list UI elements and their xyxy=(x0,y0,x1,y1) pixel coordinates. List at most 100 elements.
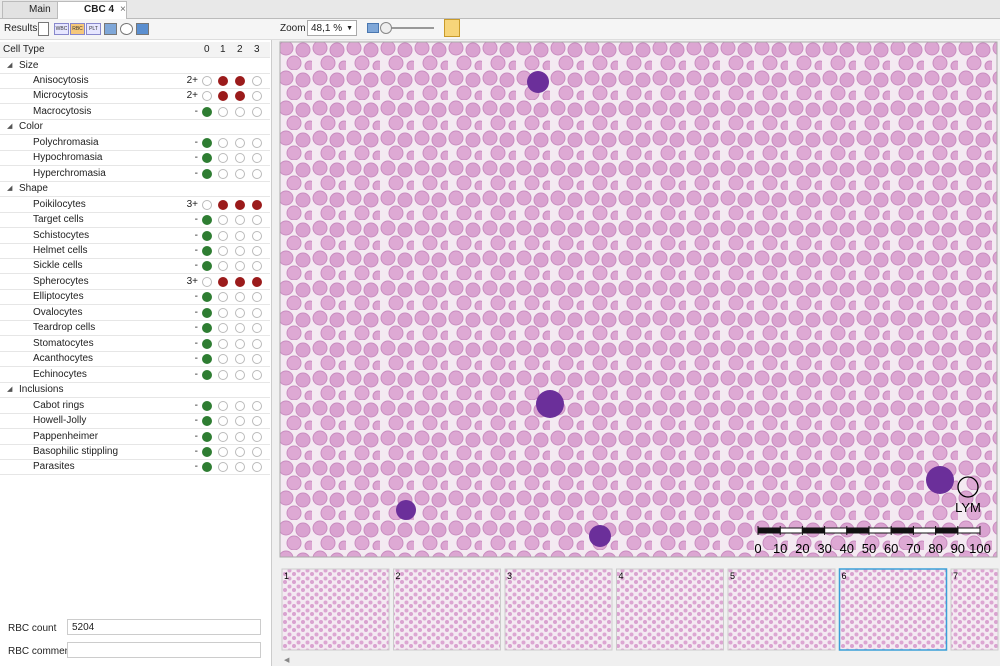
grade-dot[interactable] xyxy=(218,447,228,457)
thumbnail[interactable] xyxy=(616,568,724,651)
grade-dot[interactable] xyxy=(235,137,245,148)
cell-type-row[interactable]: Parasites - xyxy=(0,459,270,476)
grade-dot[interactable] xyxy=(252,323,262,334)
grade-dot[interactable] xyxy=(235,338,245,349)
cell-type-row[interactable]: Spherocytes 3+ xyxy=(0,274,270,290)
grade-dot[interactable] xyxy=(202,168,212,179)
zoom-icon[interactable] xyxy=(367,23,379,33)
grade-dot[interactable] xyxy=(252,153,262,164)
grade-dot[interactable] xyxy=(235,292,245,303)
microscope-image[interactable] xyxy=(279,41,998,558)
cell-type-row[interactable]: Anisocytosis 2+ xyxy=(0,73,270,89)
grade-dot[interactable] xyxy=(218,106,228,117)
grade-dot[interactable] xyxy=(218,153,228,164)
grade-dot[interactable] xyxy=(252,215,262,226)
grade-dot[interactable] xyxy=(235,369,245,380)
cell-type-row[interactable]: Ovalocytes - xyxy=(0,305,270,321)
group-row[interactable]: ◢ Color xyxy=(0,119,270,136)
grade-dot[interactable] xyxy=(252,400,262,411)
grade-dot[interactable] xyxy=(218,91,228,102)
grade-dot[interactable] xyxy=(218,354,228,365)
thumbnail[interactable] xyxy=(281,568,390,651)
grade-dot[interactable] xyxy=(218,338,228,349)
grade-dot[interactable] xyxy=(235,153,245,164)
grade-dot[interactable] xyxy=(252,292,262,303)
grade-dot[interactable] xyxy=(202,400,212,411)
grade-dot[interactable] xyxy=(252,431,262,442)
group-row[interactable]: ◢ Shape xyxy=(0,181,270,198)
grade-dot[interactable] xyxy=(252,106,262,117)
grade-dot[interactable] xyxy=(252,416,262,427)
cell-type-row[interactable]: Stomatocytes - xyxy=(0,336,270,352)
grade-dot[interactable] xyxy=(202,75,212,86)
grade-dot[interactable] xyxy=(218,292,228,303)
grade-dot[interactable] xyxy=(202,91,212,102)
grade-dot[interactable] xyxy=(235,276,245,287)
thumbnail[interactable] xyxy=(838,568,948,651)
cell-type-row[interactable]: Hypochromasia - xyxy=(0,150,270,167)
grade-dot[interactable] xyxy=(235,91,245,102)
toolbar-icon[interactable]: RBC xyxy=(70,23,85,35)
tab[interactable]: Main xyxy=(2,1,58,18)
grade-dot[interactable] xyxy=(252,91,262,102)
cell-type-row[interactable]: Pappenheimer - xyxy=(0,429,270,445)
cell-type-row[interactable]: Schistocytes - xyxy=(0,228,270,244)
grade-dot[interactable] xyxy=(235,416,245,427)
thumbnail[interactable] xyxy=(727,568,836,651)
tab[interactable]: CBC 4 × xyxy=(57,1,127,19)
group-row[interactable]: ◢ Size xyxy=(0,58,270,74)
grade-dot[interactable] xyxy=(202,369,212,380)
grade-dot[interactable] xyxy=(235,261,245,272)
cell-type-row[interactable]: Sickle cells - xyxy=(0,258,270,275)
grade-dot[interactable] xyxy=(218,215,228,226)
cell-type-row[interactable]: Echinocytes - xyxy=(0,367,270,383)
grade-dot[interactable] xyxy=(252,338,262,349)
grade-dot[interactable] xyxy=(235,168,245,179)
cell-type-row[interactable]: Cabot rings - xyxy=(0,398,270,414)
grade-dot[interactable] xyxy=(252,246,262,257)
grade-dot[interactable] xyxy=(235,354,245,365)
grade-dot[interactable] xyxy=(202,462,212,473)
grade-dot[interactable] xyxy=(235,199,245,210)
toolbar-icon[interactable]: PLT xyxy=(86,23,101,35)
grade-dot[interactable] xyxy=(202,230,212,241)
grade-dot[interactable] xyxy=(252,261,262,272)
grade-dot[interactable] xyxy=(202,106,212,117)
cell-type-row[interactable]: Acanthocytes - xyxy=(0,351,270,368)
scroll-arrow[interactable]: ◀ xyxy=(284,657,290,664)
grade-dot[interactable] xyxy=(202,137,212,148)
grade-dot[interactable] xyxy=(235,75,245,86)
grade-dot[interactable] xyxy=(252,447,262,457)
grade-dot[interactable] xyxy=(252,462,262,473)
grade-dot[interactable] xyxy=(218,199,228,210)
grade-dot[interactable] xyxy=(235,230,245,241)
toolbar-icon[interactable] xyxy=(120,23,133,35)
cell-type-row[interactable]: Microcytosis 2+ xyxy=(0,88,270,105)
grade-dot[interactable] xyxy=(202,215,212,226)
toolbar-icon[interactable] xyxy=(136,23,149,35)
cell-type-row[interactable]: Target cells - xyxy=(0,212,270,229)
grade-dot[interactable] xyxy=(252,75,262,86)
grade-dot[interactable] xyxy=(218,431,228,442)
grade-dot[interactable] xyxy=(252,137,262,148)
grade-dot[interactable] xyxy=(218,261,228,272)
grade-dot[interactable] xyxy=(218,246,228,257)
grade-dot[interactable] xyxy=(202,354,212,365)
cell-type-row[interactable]: Poikilocytes 3+ xyxy=(0,197,270,213)
zoom-slider[interactable] xyxy=(382,27,434,29)
grade-dot[interactable] xyxy=(202,431,212,442)
grade-dot[interactable] xyxy=(235,106,245,117)
grade-dot[interactable] xyxy=(252,276,262,287)
grade-dot[interactable] xyxy=(235,400,245,411)
grade-dot[interactable] xyxy=(252,354,262,365)
grade-dot[interactable] xyxy=(202,292,212,303)
grade-dot[interactable] xyxy=(218,75,228,86)
grade-dot[interactable] xyxy=(202,199,212,210)
grade-dot[interactable] xyxy=(235,215,245,226)
group-row[interactable]: ◢ Inclusions xyxy=(0,382,270,399)
toolbar-icon[interactable]: WBC xyxy=(54,23,69,35)
grade-dot[interactable] xyxy=(202,338,212,349)
grade-dot[interactable] xyxy=(218,230,228,241)
cell-type-row[interactable]: Basophilic stippling - xyxy=(0,444,270,460)
grade-dot[interactable] xyxy=(252,199,262,210)
